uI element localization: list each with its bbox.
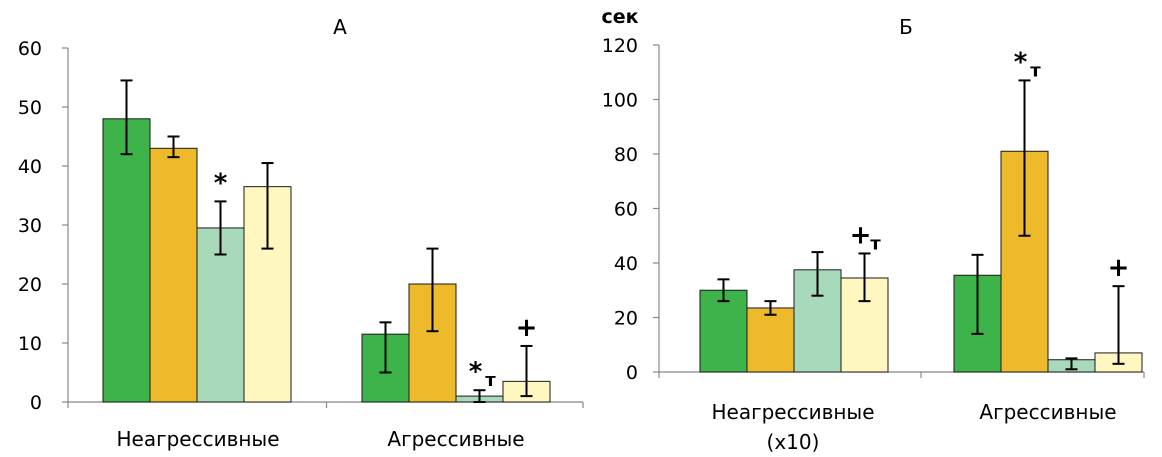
significance-subscript: т: [870, 233, 881, 254]
category-label: Агрессивные: [387, 427, 524, 451]
bar: [149, 147, 198, 403]
y-tick-label: 100: [602, 90, 638, 112]
bar: [699, 289, 748, 373]
y-tick-label: 0: [626, 362, 638, 384]
y-tick-label: 120: [602, 35, 638, 57]
y-tick-label: 0: [30, 392, 42, 414]
y-tick-label: 40: [614, 253, 638, 275]
y-tick-label: 20: [18, 274, 42, 296]
y-tick-label: 40: [18, 156, 42, 178]
significance-marker: +: [850, 220, 872, 250]
category-label: Неагрессивные: [116, 427, 279, 451]
panel-a: А 0 10 20 30 40 50 60 Неагрессивные Агрессивные * *…: [18, 15, 584, 451]
y-axis-unit: сек: [601, 6, 638, 28]
panel-title: А: [333, 15, 347, 39]
y-tick-label: 30: [18, 215, 42, 237]
significance-marker: *: [1014, 47, 1028, 77]
y-tick-label: 10: [18, 333, 42, 355]
significance-subscript: т: [485, 370, 496, 391]
category-label: Агрессивные: [979, 400, 1116, 424]
significance-subscript: т: [1030, 60, 1041, 81]
category-label: Неагрессивные (x10): [711, 400, 874, 454]
significance-marker: *: [214, 168, 228, 198]
significance-marker: +: [1108, 253, 1130, 283]
y-tick-label: 20: [614, 308, 638, 330]
bar: [746, 307, 795, 373]
y-tick-label: 80: [614, 144, 638, 166]
y-tick-label: 60: [614, 199, 638, 221]
y-tick-label: 50: [18, 97, 42, 119]
significance-marker: *: [469, 357, 483, 387]
significance-marker: +: [516, 313, 538, 343]
panel-title: Б: [899, 15, 913, 39]
y-tick-label: 60: [18, 38, 42, 60]
bar: [102, 118, 151, 403]
